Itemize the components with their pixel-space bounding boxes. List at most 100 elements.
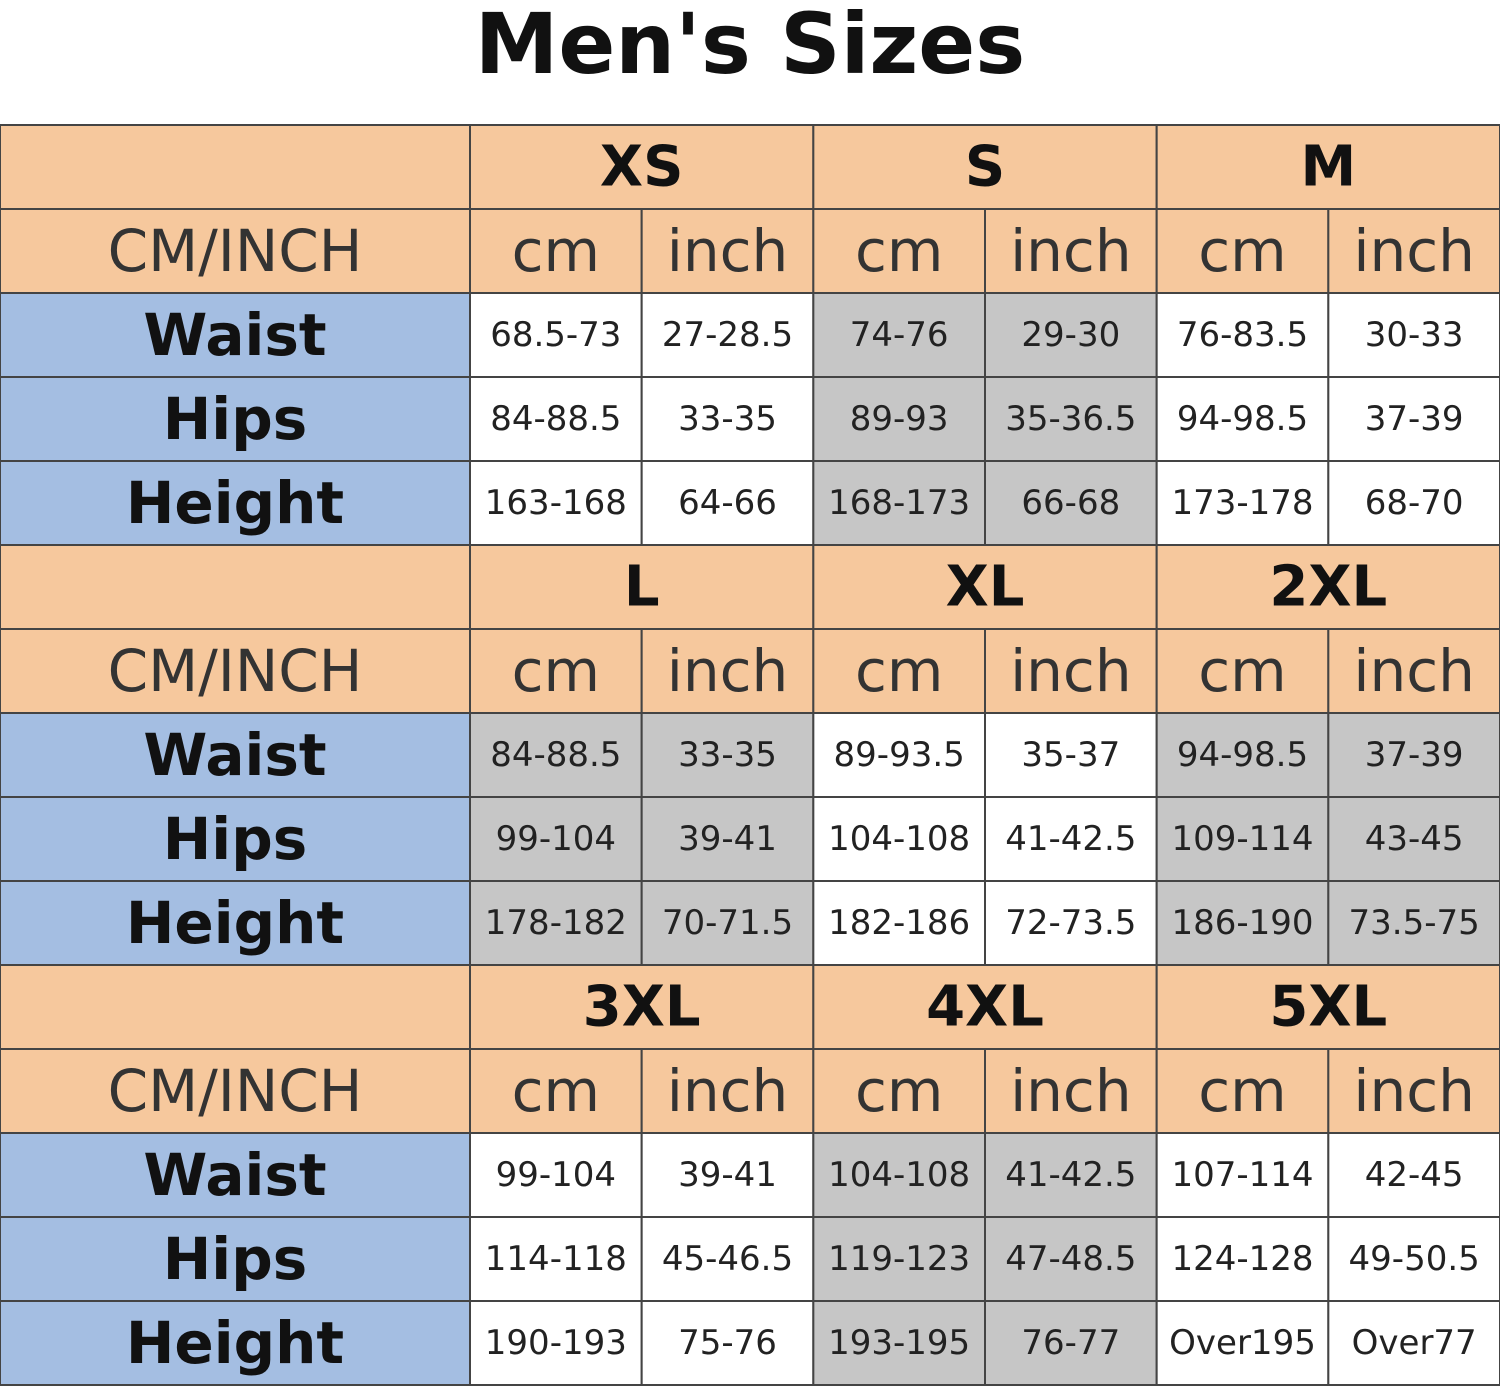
value: 68.5-73 <box>490 315 621 355</box>
value-cell <box>984 1300 1158 1386</box>
value-cell <box>640 1216 815 1302</box>
value: 89-93.5 <box>834 735 965 775</box>
value: 84-88.5 <box>490 735 621 775</box>
value-cell <box>469 712 643 798</box>
unit: cm <box>1198 217 1286 285</box>
value: 33-35 <box>678 399 777 439</box>
header-cell <box>1155 628 1330 714</box>
size-label: 3XL <box>583 975 701 1040</box>
value: 76-83.5 <box>1177 315 1308 355</box>
value: 41-42.5 <box>1005 1155 1136 1195</box>
value: 43-45 <box>1365 819 1464 859</box>
header-cell <box>1327 208 1500 294</box>
value: 37-39 <box>1365 735 1464 775</box>
value: 37-39 <box>1365 399 1464 439</box>
value: 114-118 <box>485 1239 627 1279</box>
size-label: M <box>1300 135 1356 200</box>
value: 89-93 <box>850 399 949 439</box>
size-label: 4XL <box>926 975 1044 1040</box>
value-cell <box>1155 376 1330 462</box>
unit: inch <box>667 1057 789 1125</box>
unit: cm <box>512 1057 600 1125</box>
value-cell <box>812 376 986 462</box>
unit: inch <box>1010 1057 1132 1125</box>
value: 49-50.5 <box>1349 1239 1480 1279</box>
title: Men's Sizes <box>475 0 1025 93</box>
row-label-cell <box>0 1132 471 1218</box>
value-cell <box>1327 292 1500 378</box>
value-cell <box>812 292 986 378</box>
value-cell <box>640 460 815 546</box>
value: 29-30 <box>1021 315 1120 355</box>
value: 74-76 <box>850 315 949 355</box>
value-cell <box>640 292 815 378</box>
value: 119-123 <box>828 1239 970 1279</box>
value: 186-190 <box>1171 903 1313 943</box>
value: 178-182 <box>485 903 627 943</box>
row-label: Waist <box>143 721 326 789</box>
value-cell <box>812 712 986 798</box>
value: 35-37 <box>1021 735 1120 775</box>
value: 76-77 <box>1021 1323 1120 1363</box>
value: 30-33 <box>1365 315 1464 355</box>
row-label: Hips <box>163 385 307 453</box>
value-cell <box>812 460 986 546</box>
header-cell <box>812 544 1158 630</box>
row-label-cell <box>0 376 471 462</box>
row-label: Waist <box>143 301 326 369</box>
unit-label: CM/INCH <box>108 217 363 285</box>
unit: inch <box>1010 217 1132 285</box>
header-cell <box>469 544 815 630</box>
value: Over195 <box>1169 1323 1316 1363</box>
value-cell <box>469 292 643 378</box>
value: 94-98.5 <box>1177 735 1308 775</box>
value-cell <box>1327 880 1500 966</box>
value-cell <box>984 880 1158 966</box>
value-cell <box>1327 376 1500 462</box>
header-cell <box>469 628 643 714</box>
unit: inch <box>1010 637 1132 705</box>
unit: cm <box>855 637 943 705</box>
value-cell <box>1155 1132 1330 1218</box>
unit: cm <box>1198 637 1286 705</box>
header-cell <box>469 964 815 1050</box>
header-cell <box>469 124 815 210</box>
row-label: Height <box>126 469 344 537</box>
value-cell <box>984 292 1158 378</box>
value: 39-41 <box>678 1155 777 1195</box>
header-cell <box>1155 964 1500 1050</box>
value: 42-45 <box>1365 1155 1464 1195</box>
row-label: Hips <box>163 805 307 873</box>
value-cell <box>812 796 986 882</box>
header-cell <box>469 1048 643 1134</box>
value: 41-42.5 <box>1005 819 1136 859</box>
header-cell <box>0 964 471 1050</box>
size-label: S <box>965 135 1005 200</box>
header-cell <box>812 124 1158 210</box>
unit: inch <box>667 217 789 285</box>
value-cell <box>469 1300 643 1386</box>
unit-label: CM/INCH <box>108 637 363 705</box>
value-cell <box>640 1132 815 1218</box>
size-label: XS <box>600 135 684 200</box>
header-cell <box>812 964 1158 1050</box>
value: 72-73.5 <box>1005 903 1136 943</box>
unit: inch <box>1353 1057 1475 1125</box>
size-label: 5XL <box>1269 975 1387 1040</box>
row-label: Waist <box>143 1141 326 1209</box>
value: 27-28.5 <box>662 315 793 355</box>
row-label: Hips <box>163 1225 307 1293</box>
header-cell <box>1327 1048 1500 1134</box>
header-cell <box>0 544 471 630</box>
row-label-cell <box>0 880 471 966</box>
value: 182-186 <box>828 903 970 943</box>
header-cell <box>1155 124 1500 210</box>
unit: cm <box>855 1057 943 1125</box>
value: 99-104 <box>496 819 616 859</box>
value: 94-98.5 <box>1177 399 1308 439</box>
unit: cm <box>512 217 600 285</box>
size-label: XL <box>946 555 1025 620</box>
unit: cm <box>512 637 600 705</box>
unit: inch <box>1353 637 1475 705</box>
